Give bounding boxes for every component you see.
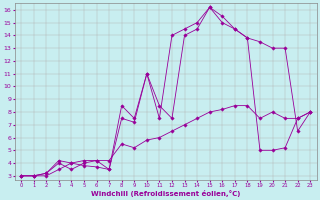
X-axis label: Windchill (Refroidissement éolien,°C): Windchill (Refroidissement éolien,°C) <box>91 190 240 197</box>
